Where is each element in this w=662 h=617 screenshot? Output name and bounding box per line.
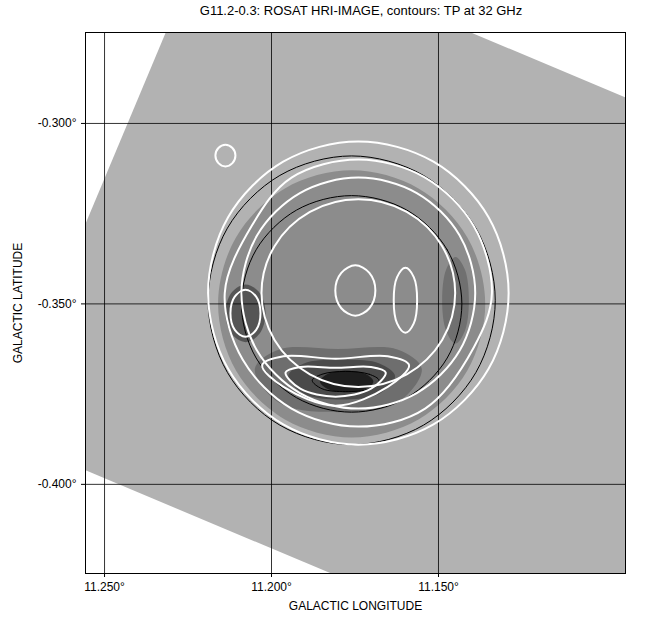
html-text:G11.2-0.3: ROSAT HRI-IMAGE, co: G11.2-0.3: ROSAT HRI-IMAGE, contours: TP…	[199, 3, 523, 18]
svg-text:GALACTIC LONGITUDE: GALACTIC LONGITUDE	[289, 599, 422, 613]
svg-text:-0.400°: -0.400°	[38, 477, 77, 491]
svg-text:11.150°: 11.150°	[418, 580, 459, 594]
svg-text:GALACTIC LATITUDE: GALACTIC LATITUDE	[11, 243, 25, 363]
svg-text:-0.300°: -0.300°	[38, 116, 77, 130]
svg-text:11.250°: 11.250°	[84, 580, 125, 594]
svg-text:11.200°: 11.200°	[251, 580, 292, 594]
svg-text:-0.350°: -0.350°	[38, 297, 77, 311]
